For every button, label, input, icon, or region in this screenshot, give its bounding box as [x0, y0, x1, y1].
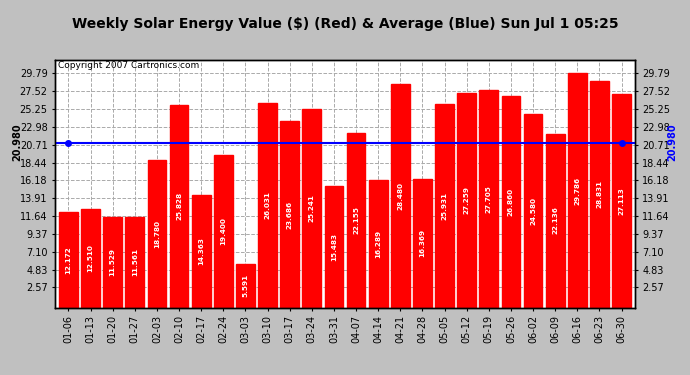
Text: 26.031: 26.031: [264, 191, 270, 219]
Bar: [236, 264, 255, 308]
Bar: [126, 217, 144, 308]
Text: 20.980: 20.980: [668, 124, 678, 162]
Text: 25.931: 25.931: [442, 192, 448, 220]
Bar: [502, 96, 520, 308]
Text: 27.113: 27.113: [618, 187, 624, 215]
Text: 14.363: 14.363: [198, 237, 204, 265]
Text: 16.289: 16.289: [375, 230, 381, 258]
Text: 28.480: 28.480: [397, 182, 404, 210]
Text: 19.400: 19.400: [220, 217, 226, 245]
Text: 12.510: 12.510: [88, 244, 94, 272]
Text: 29.786: 29.786: [574, 176, 580, 204]
Bar: [368, 180, 388, 308]
Bar: [280, 122, 299, 308]
Bar: [59, 212, 78, 308]
Bar: [435, 104, 454, 308]
Bar: [612, 94, 631, 308]
Bar: [192, 195, 210, 308]
Text: 5.591: 5.591: [242, 274, 248, 297]
Text: 26.860: 26.860: [508, 188, 514, 216]
Bar: [214, 155, 233, 308]
Text: 15.483: 15.483: [331, 232, 337, 261]
Bar: [324, 186, 344, 308]
Text: 12.172: 12.172: [66, 246, 72, 273]
Text: 16.369: 16.369: [420, 229, 426, 257]
Text: 22.136: 22.136: [552, 207, 558, 234]
Bar: [524, 114, 542, 308]
Text: Weekly Solar Energy Value ($) (Red) & Average (Blue) Sun Jul 1 05:25: Weekly Solar Energy Value ($) (Red) & Av…: [72, 17, 618, 31]
Bar: [480, 90, 498, 308]
Text: 28.831: 28.831: [596, 180, 602, 208]
Bar: [104, 217, 122, 308]
Text: 27.705: 27.705: [486, 185, 492, 213]
Text: 11.529: 11.529: [110, 248, 116, 276]
Text: 25.828: 25.828: [176, 192, 182, 220]
Bar: [302, 109, 322, 307]
Bar: [258, 103, 277, 308]
Text: 23.686: 23.686: [286, 200, 293, 228]
Text: 24.580: 24.580: [530, 197, 536, 225]
Bar: [457, 93, 476, 308]
Bar: [546, 134, 564, 308]
Bar: [391, 84, 410, 308]
Text: 18.780: 18.780: [154, 220, 160, 248]
Text: 22.155: 22.155: [353, 207, 359, 234]
Text: 20.980: 20.980: [12, 124, 22, 162]
Bar: [148, 160, 166, 308]
Bar: [170, 105, 188, 308]
Text: 11.561: 11.561: [132, 248, 138, 276]
Bar: [346, 134, 366, 308]
Bar: [81, 209, 100, 308]
Bar: [568, 74, 586, 308]
Text: Copyright 2007 Cartronics.com: Copyright 2007 Cartronics.com: [58, 61, 199, 70]
Bar: [590, 81, 609, 308]
Bar: [413, 179, 432, 308]
Text: 25.241: 25.241: [309, 194, 315, 222]
Text: 27.259: 27.259: [464, 186, 470, 214]
